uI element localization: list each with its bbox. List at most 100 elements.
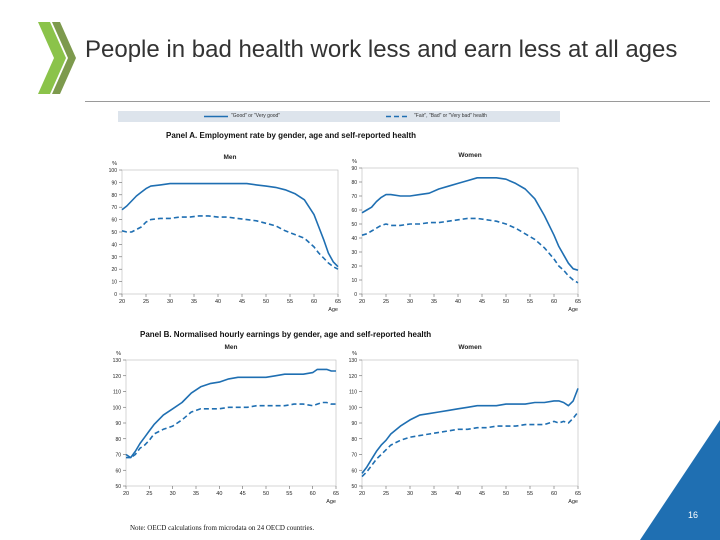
x-axis-label: Age (326, 499, 336, 505)
source-note: Note: OECD calculations from microdata o… (130, 524, 315, 532)
y-tick-label: 80 (351, 437, 357, 443)
subplot-title: Men (225, 344, 238, 351)
series-line-solid (361, 177, 579, 271)
chart-b_men: 50 60 70 80 90 100 110 120 130 20 25 30 35 40 45 50 55 60… (113, 344, 339, 505)
y-tick-label: 10 (351, 278, 357, 284)
x-tick-label: 50 (503, 299, 509, 305)
x-tick-label: 65 (333, 491, 339, 497)
page-number: 16 (688, 510, 699, 520)
y-tick-label: 50 (351, 484, 357, 490)
x-tick-label: 45 (479, 491, 485, 497)
plot-area (361, 167, 579, 295)
y-tick-label: 90 (115, 421, 121, 427)
y-tick-label: 70 (351, 453, 357, 459)
y-tick-label: 80 (111, 193, 117, 199)
series-line-solid (361, 388, 579, 474)
y-tick-label: 0 (354, 292, 357, 298)
legend-dashed-swatch (386, 115, 410, 118)
y-tick-label: 60 (351, 208, 357, 214)
y-tick-label: 10 (111, 280, 117, 286)
y-tick-label: 40 (351, 236, 357, 242)
x-tick-label: 20 (359, 491, 365, 497)
subplot-title: Men (224, 154, 237, 161)
chart-b_women: 50 60 70 80 90 100 110 120 130 20 25 30 35 40 45 50 55 60… (349, 344, 581, 505)
x-tick-label: 55 (527, 491, 533, 497)
x-tick-label: 60 (311, 299, 317, 305)
y-tick-label: 90 (111, 180, 117, 186)
x-tick-label: 65 (335, 299, 341, 305)
title-divider (85, 101, 710, 102)
x-tick-label: 25 (146, 491, 152, 497)
y-tick-label: 60 (111, 218, 117, 224)
x-tick-label: 60 (551, 491, 557, 497)
series-line-solid (126, 368, 336, 459)
x-tick-label: 40 (215, 299, 221, 305)
x-tick-label: 50 (263, 491, 269, 497)
y-tick-label: 90 (351, 166, 357, 172)
y-tick-label: 80 (115, 437, 121, 443)
x-tick-label: 65 (575, 491, 581, 497)
y-tick-label: 50 (351, 222, 357, 228)
x-tick-label: 20 (123, 491, 129, 497)
x-tick-label: 35 (193, 491, 199, 497)
y-tick-label: 20 (351, 264, 357, 270)
x-tick-label: 35 (191, 299, 197, 305)
y-axis-unit: % (352, 159, 357, 165)
y-tick-label: 70 (351, 194, 357, 200)
x-tick-label: 25 (383, 299, 389, 305)
x-tick-label: 30 (407, 299, 413, 305)
y-tick-label: 90 (351, 421, 357, 427)
plot-area (361, 359, 579, 487)
x-tick-label: 55 (527, 299, 533, 305)
y-axis-unit: % (352, 351, 357, 357)
legend-dashed-label: "Fair", "Bad" or "Very bad" health (414, 113, 487, 119)
x-tick-label: 30 (407, 491, 413, 497)
y-tick-label: 50 (111, 230, 117, 236)
y-tick-label: 70 (115, 453, 121, 459)
y-tick-label: 120 (113, 374, 122, 380)
chart-a_men: 0 10 20 30 40 50 60 70 80 90 100 20 25 30 35 40 45 50 55 60… (109, 154, 341, 313)
x-tick-label: 20 (119, 299, 125, 305)
y-tick-label: 110 (349, 390, 357, 396)
series-line-dashed (361, 217, 579, 284)
subplot-title: Women (458, 344, 481, 351)
x-tick-label: 30 (167, 299, 173, 305)
y-tick-label: 110 (113, 390, 121, 396)
x-tick-label: 65 (575, 299, 581, 305)
x-tick-label: 40 (216, 491, 222, 497)
panel-b-title: Panel B. Normalised hourly earnings by g… (140, 330, 432, 339)
subplot-title: Women (458, 152, 481, 159)
legend-solid-label: "Good" or "Very good" (231, 113, 281, 119)
x-tick-label: 40 (455, 299, 461, 305)
series-line-dashed (121, 215, 339, 270)
y-tick-label: 50 (115, 484, 121, 490)
plot-area (125, 359, 337, 487)
y-tick-label: 40 (111, 242, 117, 248)
legend-solid-swatch (204, 115, 228, 118)
x-tick-label: 20 (359, 299, 365, 305)
y-tick-label: 30 (111, 255, 117, 261)
y-tick-label: 100 (349, 405, 358, 411)
x-tick-label: 50 (503, 491, 509, 497)
x-tick-label: 60 (310, 491, 316, 497)
slide-title: People in bad health work less and earn … (85, 36, 678, 63)
plot-area (121, 169, 339, 295)
x-tick-label: 45 (479, 299, 485, 305)
y-tick-label: 30 (351, 250, 357, 256)
x-tick-label: 25 (383, 491, 389, 497)
chart-legend: "Good" or "Very good" "Fair", "Bad" or "… (118, 111, 560, 122)
oecd-logo (38, 22, 76, 94)
y-tick-label: 130 (113, 358, 122, 364)
x-tick-label: 40 (455, 491, 461, 497)
x-tick-label: 55 (287, 299, 293, 305)
x-axis-label: Age (568, 307, 578, 313)
y-tick-label: 20 (111, 267, 117, 273)
x-tick-label: 50 (263, 299, 269, 305)
x-tick-label: 30 (170, 491, 176, 497)
x-axis-label: Age (568, 499, 578, 505)
x-tick-label: 55 (286, 491, 292, 497)
series-line-dashed (125, 401, 336, 459)
y-axis-unit: % (116, 351, 121, 357)
y-tick-label: 70 (111, 205, 117, 211)
